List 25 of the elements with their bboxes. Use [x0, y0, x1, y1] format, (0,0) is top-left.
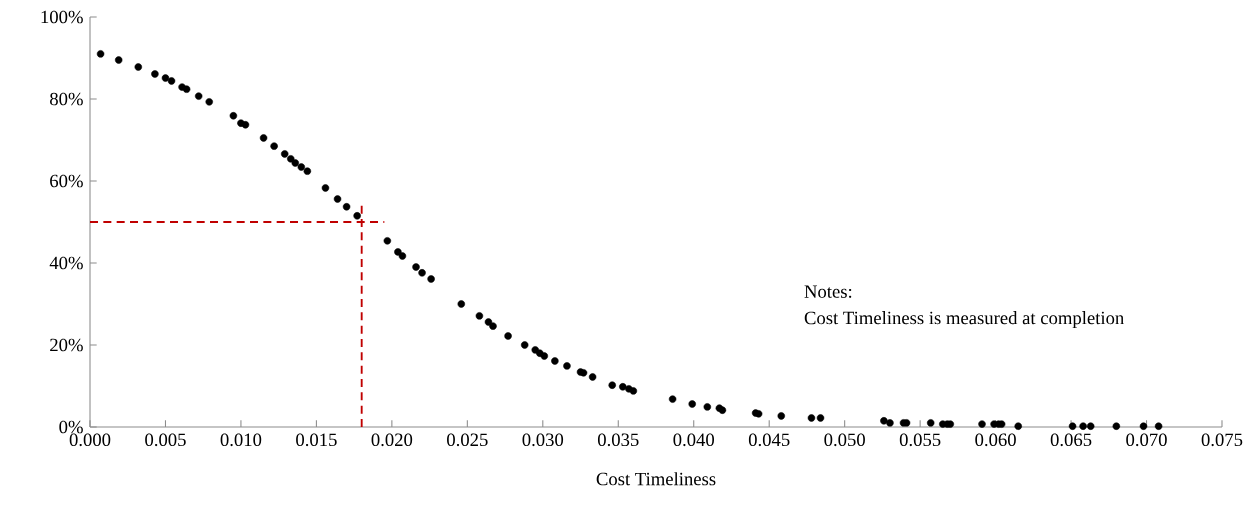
- x-tick-label: 0.015: [296, 433, 337, 447]
- y-tick-label: 60%: [50, 174, 83, 188]
- y-tick-label: 0%: [59, 420, 83, 434]
- annotation: Cost Timeliness is measured at completion: [804, 311, 1124, 329]
- x-tick-label: 0.055: [899, 433, 941, 447]
- x-tick-label: 0.075: [1201, 433, 1243, 447]
- x-tick-label: 0.065: [1050, 433, 1092, 447]
- x-tick-label: 0.005: [145, 433, 186, 447]
- x-tick-label: 0.040: [673, 433, 715, 447]
- x-tick-label: 0.010: [220, 433, 262, 447]
- x-tick-label: 0.045: [748, 433, 790, 447]
- y-tick-label: 100%: [41, 10, 83, 24]
- x-tick-label: 0.060: [975, 433, 1016, 447]
- x-tick-label: 0.025: [447, 433, 488, 447]
- x-tick-label: 0.050: [824, 433, 865, 447]
- annotation: Notes:: [804, 285, 852, 298]
- y-tick-label: 40%: [49, 256, 83, 270]
- x-tick-label: 0.000: [69, 433, 111, 447]
- x-tick-label: 0.035: [597, 433, 639, 447]
- x-tick-label: 0.070: [1126, 433, 1167, 447]
- y-tick-label: 20%: [50, 338, 83, 352]
- y-tick-label: 80%: [50, 92, 83, 106]
- x-tick-label: 0.030: [522, 433, 564, 447]
- x-axis-title: Cost Timeliness: [596, 472, 716, 486]
- x-tick-label: 0.020: [371, 433, 413, 447]
